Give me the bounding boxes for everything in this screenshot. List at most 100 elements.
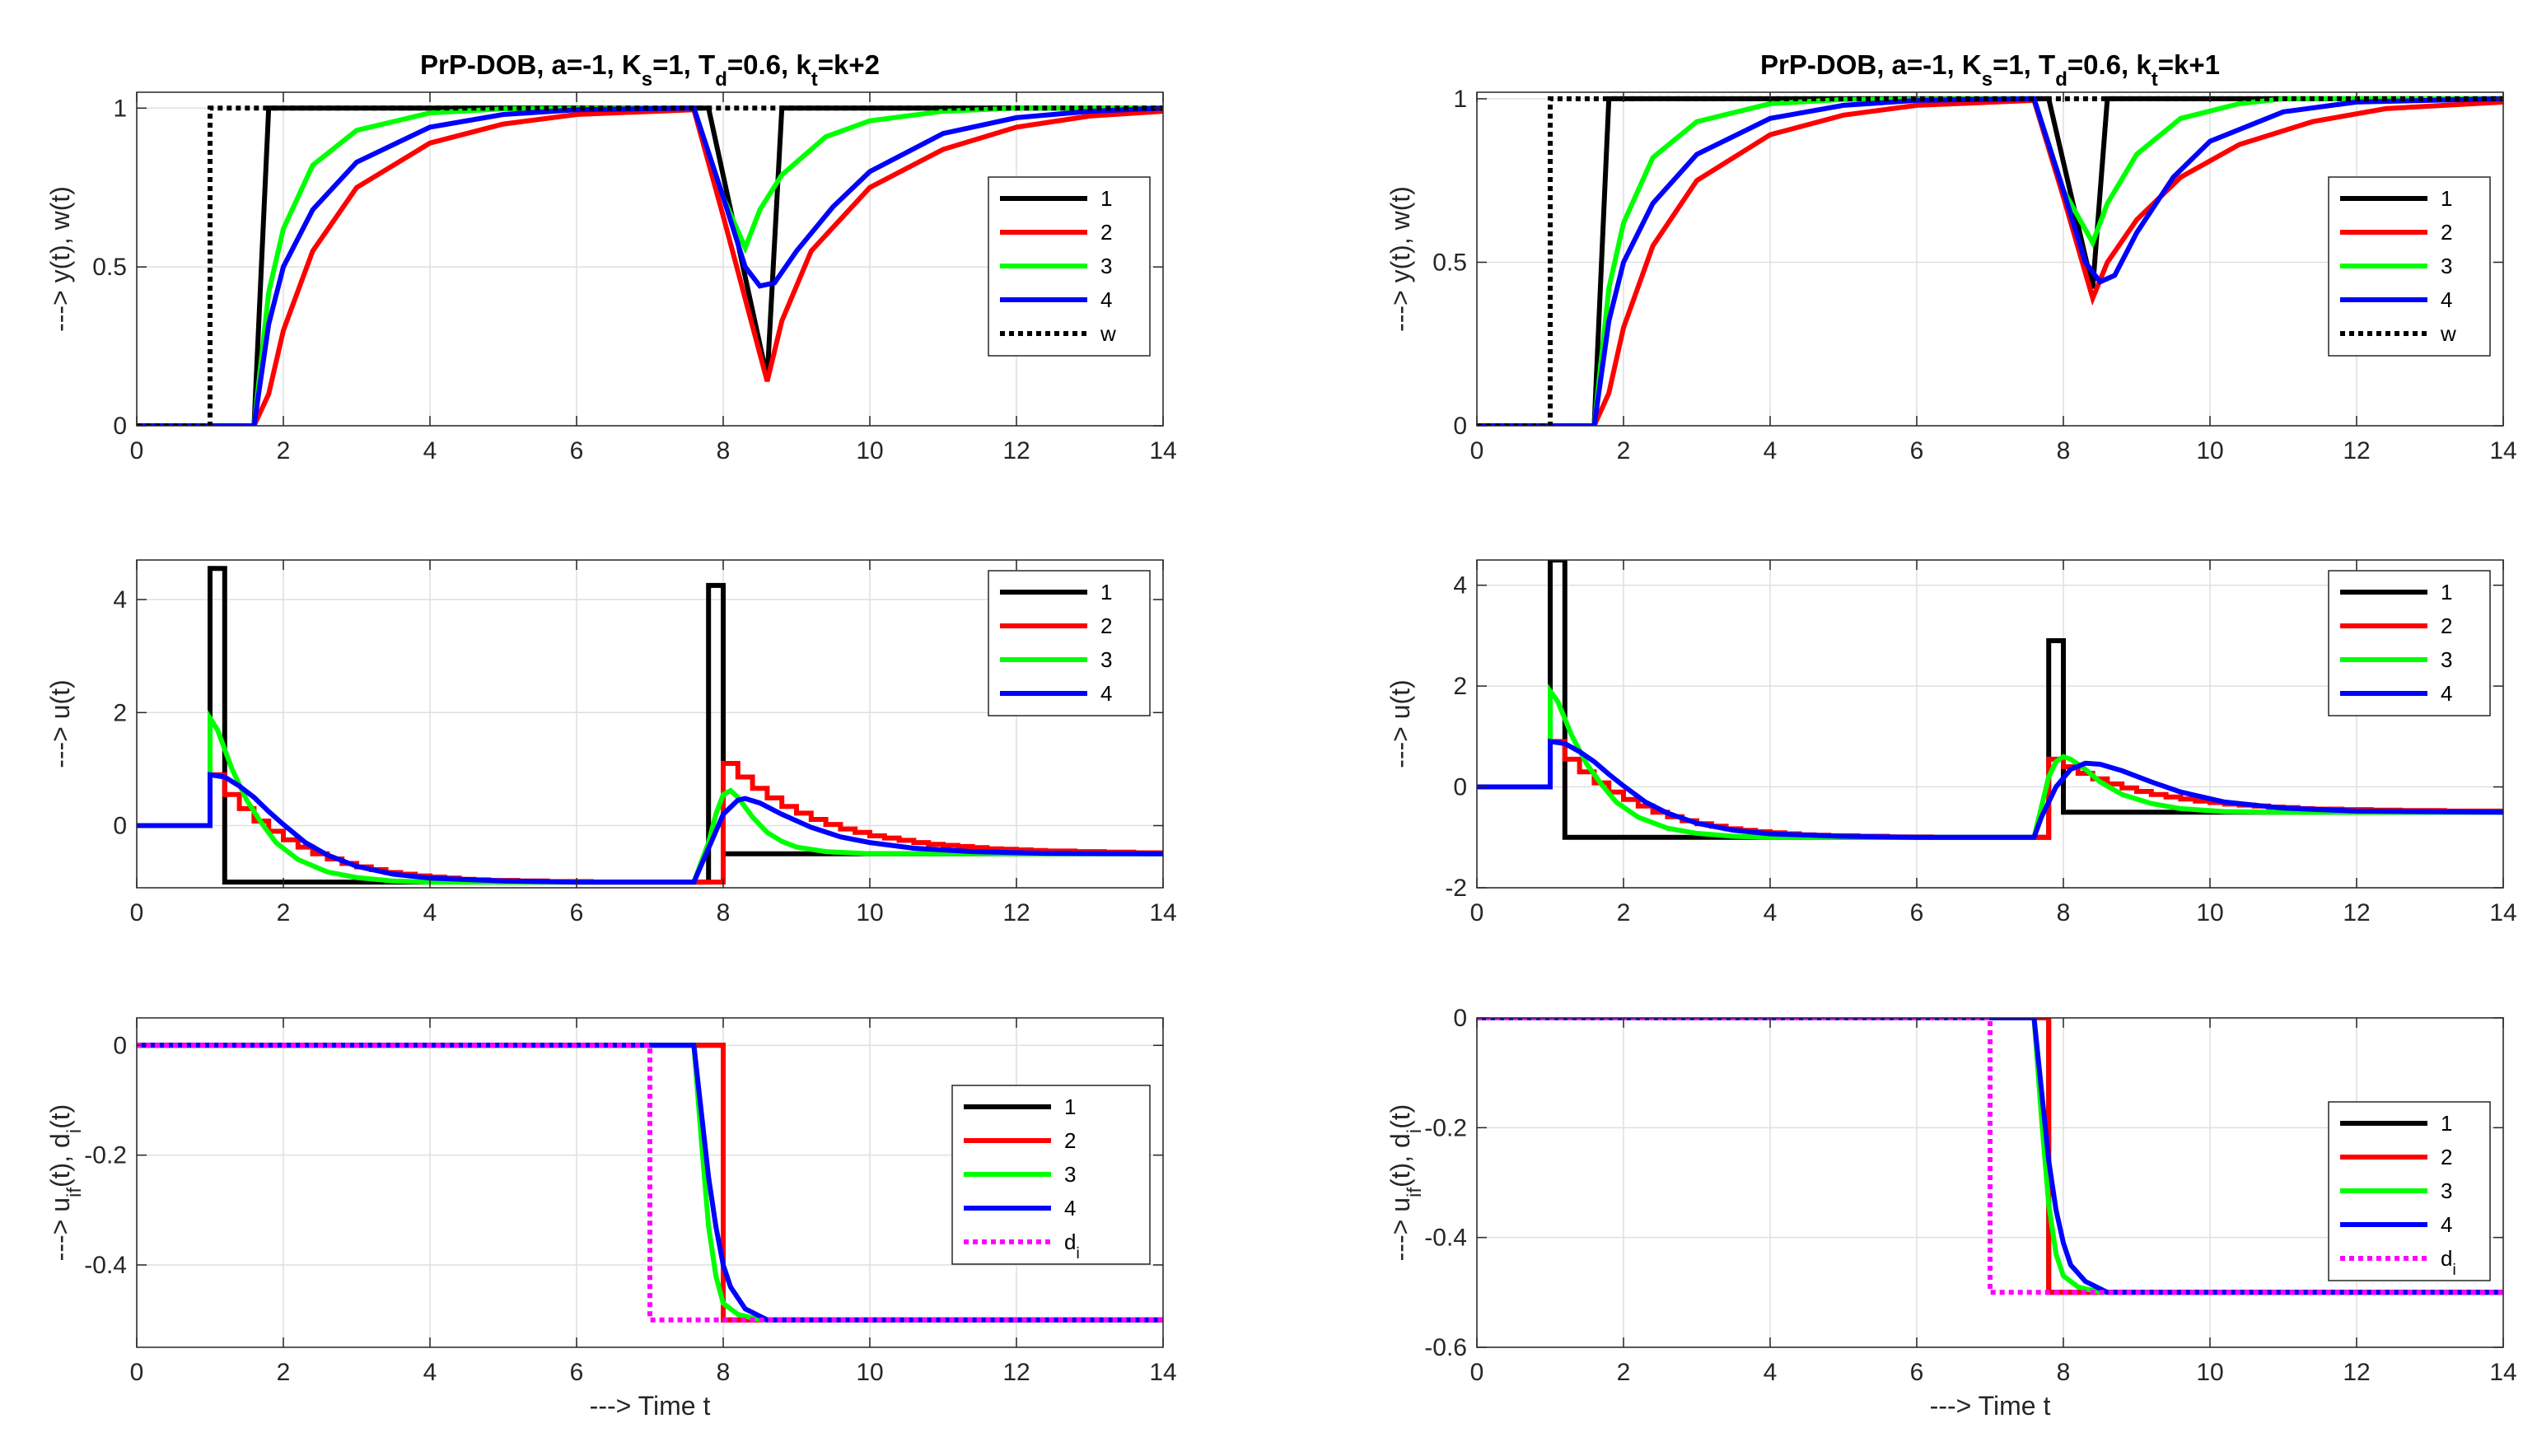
series-line-2 — [137, 107, 1163, 426]
x-tick-label: 8 — [717, 1359, 731, 1386]
series-group — [137, 566, 1163, 885]
series-group — [1477, 560, 2503, 840]
x-tick-label: 0 — [130, 1359, 144, 1386]
legend: 1 2 3 4 w — [2328, 176, 2491, 357]
legend-label-3: 3 — [1064, 1162, 1076, 1187]
y-axis-label: ---> uif(t), di(t) — [45, 1104, 86, 1262]
x-tick-label: 6 — [570, 1359, 584, 1386]
legend-label-4: 4 — [2441, 287, 2452, 312]
y-tick-label: 0 — [113, 813, 127, 840]
y-tick-label: -0.6 — [1424, 1334, 1467, 1361]
y-tick-label: 0.5 — [92, 254, 127, 281]
y-axis-label: ---> u(t) — [45, 679, 75, 768]
legend-label-2: 2 — [2441, 220, 2452, 245]
legend-label-3: 3 — [2441, 647, 2452, 672]
series-line-d_i — [137, 1043, 1163, 1323]
axes-box — [1476, 1017, 2504, 1348]
x-tick-label: 12 — [2343, 899, 2370, 926]
legend: 1 2 3 4 di — [2328, 1101, 2491, 1281]
legend-label-4: 4 — [1064, 1196, 1076, 1220]
axes-box — [1476, 91, 2504, 427]
x-tick-label: 8 — [2057, 1359, 2071, 1386]
y-tick-label: 4 — [113, 586, 127, 614]
legend: 1 2 3 4 w — [988, 176, 1151, 357]
legend-label-3: 3 — [2441, 1178, 2452, 1203]
legend-label-4: 4 — [1100, 287, 1112, 312]
y-tick-label: 1 — [1453, 86, 1467, 113]
axes-box — [136, 1017, 1164, 1348]
x-tick-label: 2 — [277, 1359, 291, 1386]
series-group — [1477, 1018, 2503, 1295]
x-tick-label: 14 — [1149, 1359, 1176, 1386]
x-tick-label: 0 — [1470, 1359, 1484, 1386]
x-tick-label: 6 — [570, 899, 584, 926]
x-tick-label: 10 — [856, 1359, 883, 1386]
x-tick-label: 10 — [2196, 899, 2223, 926]
x-tick-label: 6 — [1910, 437, 1924, 464]
legend-label-2: 2 — [1064, 1128, 1076, 1153]
x-tick-label: 12 — [1002, 1359, 1030, 1386]
legend-label-1: 1 — [1100, 580, 1112, 604]
chart-panel-bottom-right: 0 2 4 6 8 10 12 14-0.6-0.4-0.20---> uif(t), di(… — [1385, 1005, 2517, 1421]
legend-label-2: 2 — [1100, 614, 1112, 638]
legend-label-d_i: di — [1064, 1230, 1080, 1262]
x-tick-label: 0 — [1470, 437, 1484, 464]
legend-label-w: w — [1100, 321, 1116, 346]
y-axis-label: ---> y(t), w(t) — [1385, 186, 1415, 332]
y-axis-label: ---> y(t), w(t) — [45, 186, 75, 332]
x-tick-label: 14 — [2489, 899, 2516, 926]
x-tick-label: 2 — [1617, 1359, 1631, 1386]
x-tick-label: 10 — [856, 437, 883, 464]
series-line-4 — [137, 1043, 1163, 1323]
series-group — [137, 1043, 1163, 1323]
legend-label-w: w — [2440, 321, 2456, 346]
legend-label-d_i: di — [2441, 1246, 2456, 1279]
y-tick-label: -0.2 — [1424, 1114, 1467, 1141]
x-axis-label: ---> Time t — [1930, 1391, 2051, 1421]
x-tick-label: 14 — [1149, 899, 1176, 926]
legend-label-1: 1 — [2441, 186, 2452, 211]
x-axis-label: ---> Time t — [590, 1391, 711, 1421]
x-tick-label: 6 — [1910, 899, 1924, 926]
legend-label-4: 4 — [1100, 681, 1112, 706]
legend: 1 2 3 4 — [988, 570, 1151, 716]
series-line-4 — [1477, 738, 2503, 840]
x-tick-label: 6 — [1910, 1359, 1924, 1386]
series-line-d_i — [1477, 1018, 2503, 1295]
x-tick-label: 4 — [1764, 899, 1778, 926]
legend-label-2: 2 — [1100, 220, 1112, 245]
x-tick-label: 0 — [130, 437, 144, 464]
series-line-w — [1477, 96, 2503, 426]
y-tick-label: -0.4 — [1424, 1225, 1467, 1252]
y-tick-label: 0 — [113, 1032, 127, 1059]
series-line-4 — [137, 105, 1163, 426]
legend-label-1: 1 — [1064, 1094, 1076, 1119]
legend-label-1: 1 — [2441, 580, 2452, 604]
x-tick-label: 10 — [856, 899, 883, 926]
x-tick-label: 14 — [1149, 437, 1176, 464]
x-tick-label: 4 — [1764, 1359, 1778, 1386]
y-tick-label: -0.4 — [84, 1252, 127, 1279]
legend-label-4: 4 — [2441, 1212, 2452, 1237]
axes-box — [136, 559, 1164, 889]
y-tick-label: 1 — [113, 95, 127, 122]
legend-label-2: 2 — [2441, 1145, 2452, 1169]
y-tick-label: -0.2 — [84, 1142, 127, 1169]
x-tick-label: 8 — [2057, 437, 2071, 464]
chart-title: PrP-DOB, a=-1, Ks=1, Td=0.6, kt=k+2 — [420, 49, 880, 91]
x-tick-label: 4 — [1764, 437, 1778, 464]
x-tick-label: 0 — [1470, 899, 1484, 926]
x-tick-label: 12 — [2343, 437, 2370, 464]
y-tick-label: 2 — [113, 699, 127, 726]
legend-label-1: 1 — [2441, 1111, 2452, 1136]
y-axis-label: ---> u(t) — [1385, 679, 1415, 768]
y-tick-label: 0 — [1453, 774, 1467, 801]
y-tick-label: 0 — [113, 413, 127, 440]
series-line-4 — [1477, 96, 2503, 426]
series-group — [1477, 96, 2503, 426]
x-tick-label: 12 — [1002, 899, 1030, 926]
x-tick-label: 8 — [717, 437, 731, 464]
x-tick-label: 14 — [2489, 437, 2516, 464]
